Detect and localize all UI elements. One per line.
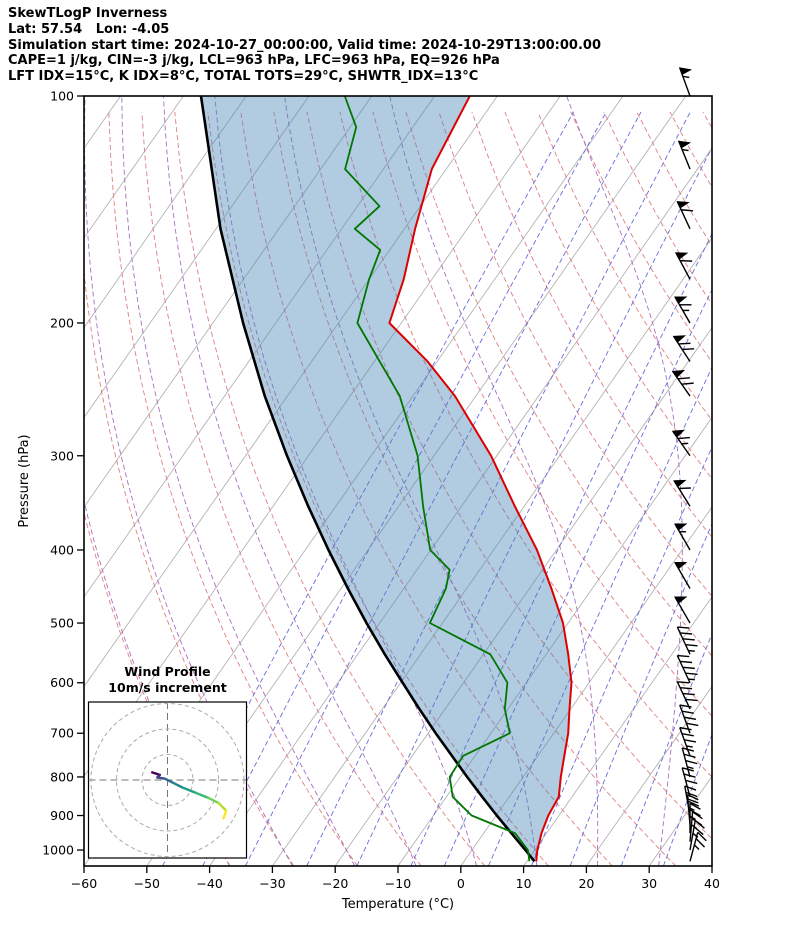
chart-stability-indices: LFT IDX=15°C, K IDX=8°C, TOTAL TOTS=29°C…	[8, 69, 479, 85]
wind-barb	[676, 626, 698, 655]
svg-text:400: 400	[50, 542, 74, 557]
wind-barb	[677, 140, 692, 170]
svg-text:−40: −40	[196, 876, 222, 891]
svg-text:500: 500	[50, 616, 74, 631]
wind-barb	[679, 726, 697, 757]
chart-title: SkewTLogP Inverness	[8, 6, 168, 21]
parcel-curve	[199, 96, 536, 863]
wind-barb	[678, 67, 693, 97]
hodograph-ring	[141, 754, 194, 806]
svg-text:40: 40	[704, 876, 720, 891]
wind-barb	[674, 562, 691, 589]
hodograph-ring	[116, 728, 219, 832]
wind-barb	[674, 296, 692, 324]
chart-latlon: Lat: 57.54 Lon: -4.05	[8, 21, 170, 37]
svg-text:−20: −20	[322, 876, 348, 891]
temperature-curve	[388, 96, 573, 862]
hodograph-subtitle: 10m/s increment	[108, 680, 226, 695]
hodograph-title: Wind Profile	[124, 664, 210, 679]
hodograph-ring	[90, 703, 245, 857]
svg-text:30: 30	[641, 876, 657, 891]
svg-text:−30: −30	[259, 876, 285, 891]
wind-barb	[674, 596, 691, 624]
wind-barb	[679, 704, 699, 734]
wind-barb	[671, 369, 694, 397]
svg-text:1000: 1000	[42, 843, 74, 858]
wind-barb	[676, 654, 698, 684]
wind-barb	[672, 335, 695, 362]
chart-header: SkewTLogP Inverness Lat: 57.54 Lon: -4.0…	[8, 6, 601, 85]
wind-barb	[681, 767, 698, 797]
svg-text:300: 300	[50, 448, 74, 463]
dewpoint-curve	[343, 96, 531, 862]
svg-text:0: 0	[457, 876, 465, 891]
wind-barb	[674, 523, 691, 551]
temperature-axis: −60 −50 −40 −30 −20 −10 0 10 20 30 40	[71, 866, 720, 891]
wind-barb	[673, 479, 691, 507]
x-axis-label: Temperature (°C)	[341, 897, 454, 912]
svg-text:−50: −50	[134, 876, 160, 891]
svg-text:900: 900	[50, 808, 74, 823]
svg-text:200: 200	[50, 315, 74, 330]
hodograph-trace	[150, 771, 228, 820]
y-axis-label: Pressure (hPa)	[17, 434, 32, 527]
wind-barb	[671, 429, 691, 457]
svg-text:700: 700	[50, 726, 74, 741]
svg-text:10: 10	[516, 876, 532, 891]
svg-text:100: 100	[50, 89, 74, 104]
sounding-curves	[199, 96, 573, 863]
wind-barb	[676, 681, 698, 710]
svg-text:−60: −60	[71, 876, 97, 891]
wind-barb	[676, 201, 694, 230]
wind-barb	[681, 747, 698, 778]
pressure-axis: 100 200 300 400 500 600 700 800 900 1000	[42, 89, 84, 858]
svg-text:800: 800	[50, 769, 74, 784]
chart-sim-time: Simulation start time: 2024-10-27_00:00:…	[8, 37, 601, 53]
svg-text:−10: −10	[385, 876, 411, 891]
svg-text:600: 600	[50, 675, 74, 690]
svg-text:20: 20	[578, 876, 594, 891]
cape-shading	[201, 96, 572, 862]
wind-barbs	[671, 67, 707, 862]
chart-cape-indices: CAPE=1 j/kg, CIN=-3 j/kg, LCL=963 hPa, L…	[8, 53, 500, 69]
wind-barb	[675, 252, 693, 280]
